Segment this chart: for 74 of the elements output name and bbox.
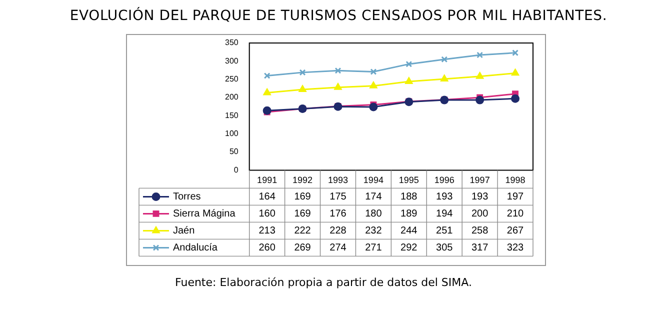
data-label: 193 (436, 191, 454, 202)
data-label: 189 (400, 208, 418, 220)
source-note: Fuente: Elaboración propia a partir de datos del SIMA. (174, 276, 473, 289)
point (476, 96, 484, 104)
point (370, 68, 377, 75)
point (512, 50, 518, 56)
data-label: 292 (400, 242, 418, 254)
data-label: 258 (471, 225, 489, 236)
y-tick-label: 250 (224, 74, 239, 84)
data-label: 260 (258, 242, 276, 254)
legend-label: Andalucía (173, 242, 218, 254)
data-label: 180 (365, 208, 382, 220)
point (298, 85, 306, 92)
point (369, 102, 378, 112)
data-label: 210 (506, 208, 524, 220)
data-label: 323 (506, 242, 524, 254)
x-tick-label: 1997 (470, 175, 490, 186)
x-tick-label: 1995 (398, 175, 419, 186)
data-label: 197 (506, 191, 524, 202)
data-label: 164 (258, 191, 276, 202)
data-label: 232 (365, 225, 382, 236)
point (406, 60, 412, 68)
y-tick-label: 150 (224, 110, 239, 120)
legend-label: Sierra Mágina (173, 208, 236, 220)
point (511, 68, 520, 76)
data-label: 274 (330, 242, 347, 254)
data-label: 251 (436, 225, 454, 236)
x-tick-label: 1998 (505, 175, 526, 186)
point (263, 88, 271, 96)
x-tick-label: 1996 (434, 175, 454, 186)
data-label: 228 (330, 225, 347, 236)
point (334, 83, 342, 90)
point (370, 82, 378, 88)
data-label: 193 (471, 191, 489, 202)
x-tick-label: 1992 (292, 175, 313, 186)
data-label: 174 (365, 191, 382, 202)
point (299, 69, 306, 76)
data-label: 169 (294, 208, 312, 220)
data-label: 269 (294, 242, 312, 254)
point (440, 74, 448, 82)
data-label: 271 (365, 242, 382, 254)
point (476, 72, 484, 79)
data-label: 175 (330, 191, 347, 202)
data-label: 176 (330, 208, 347, 220)
point (441, 56, 448, 63)
data-label: 160 (258, 208, 276, 220)
chart-title: EVOLUCIÓN DEL PARQUE DE TURISMOS CENSADOS POR MIL HABITANTES. (68, 8, 608, 24)
data-label: 169 (294, 191, 312, 202)
y-tick-label: 100 (224, 129, 239, 138)
x-tick-label: 1991 (257, 175, 278, 186)
y-tick-label: 350 (224, 38, 239, 48)
point (334, 67, 342, 74)
point (511, 94, 520, 103)
data-label: 244 (400, 225, 418, 236)
point (476, 52, 484, 58)
data-label: 305 (436, 242, 454, 254)
y-tick-label: 200 (224, 92, 239, 102)
data-label: 200 (471, 208, 489, 220)
data-label: 317 (471, 242, 489, 254)
x-tick-label: 1994 (363, 175, 384, 186)
legend-label: Jaén (173, 225, 195, 236)
data-label: 213 (258, 225, 276, 236)
y-tick-label: 0 (234, 165, 239, 174)
data-label: 188 (400, 191, 418, 202)
point (262, 106, 272, 115)
x-tick-label: 1993 (328, 175, 348, 186)
point (264, 72, 270, 79)
data-label: 222 (294, 225, 312, 236)
y-tick-label: 300 (224, 56, 239, 66)
y-tick-label: 50 (229, 147, 239, 156)
point (405, 77, 413, 84)
data-label: 194 (436, 208, 454, 220)
data-label: 267 (506, 225, 524, 236)
legend-label: Torres (173, 191, 201, 202)
